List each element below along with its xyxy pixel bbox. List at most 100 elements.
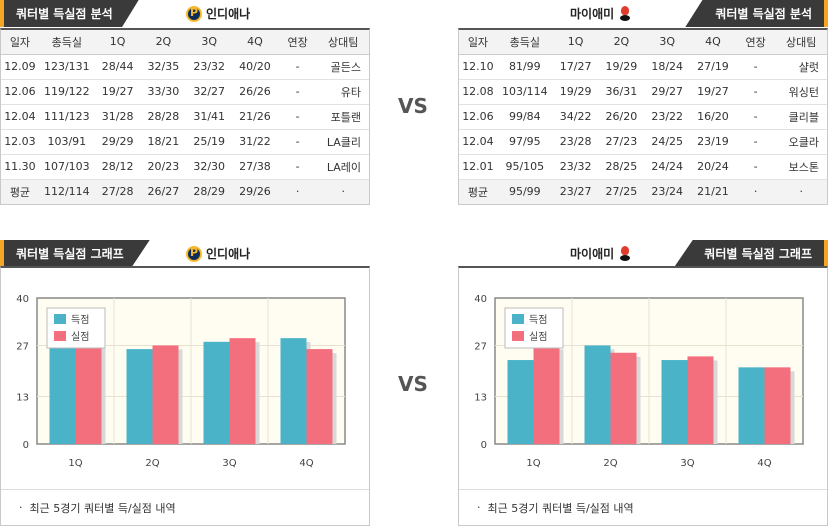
legend-swatch [54,331,66,341]
left-table-row: 12.03 103/91 29/29 18/21 25/19 31/22- LA클리 [1,129,369,155]
miami-logo-icon [618,5,632,22]
left-cell: 23/32 [186,54,233,80]
left-cell: 26/26 [232,79,278,105]
left-cell: 31/22 [232,129,278,155]
right-cell: 97/95 [496,129,553,155]
vs-label-top: VS [398,94,428,118]
right-cell: 28/25 [598,154,645,180]
right-cell: 26/20 [598,104,645,130]
left-cell: - [277,129,318,155]
right-cell: - [735,154,776,180]
x-tick-label: 4Q [299,458,313,469]
right-header-0: 일자 [459,30,497,55]
right-cell: - [735,79,776,105]
left-team-label: 인디애나 [186,0,250,27]
legend-swatch [512,331,524,341]
left-footnote: · 최근 5경기 쿼터별 득/실점 내역 [1,489,369,525]
right-team-label: 마이애미 [570,0,632,27]
left-cell: 12.06 [1,79,39,105]
left-avg-row: 평균 112/114 27/28 26/27 28/29 29/26 · · [1,179,369,204]
y-tick-label: 27 [474,341,487,352]
left-cell: 11.30 [1,154,39,180]
right-footnote: · 최근 5경기 쿼터별 득/실점 내역 [459,489,827,525]
left-table-row: 12.06 119/122 19/27 33/30 32/27 26/26- 유타 [1,79,369,105]
right-cell: 오클라 [775,129,827,155]
right-cell: 샬럿 [775,54,827,80]
right-cell: 12.10 [459,54,497,80]
y-tick-label: 13 [16,393,29,404]
bar-scored [49,345,76,444]
bar-allowed [687,356,714,444]
vs-label-bottom: VS [398,372,428,396]
left-cell: LA레이 [317,154,369,180]
x-tick-label: 4Q [757,458,771,469]
right-cell: 12.06 [459,104,497,130]
left-cell: 28/28 [140,104,187,130]
bar-allowed [152,345,179,444]
bar-allowed [75,341,102,444]
legend-swatch [512,314,524,324]
left-cell: - [277,54,318,80]
left-cell: 28/12 [94,154,141,180]
right-cell: 95/105 [496,154,553,180]
right-cell: 24/24 [644,154,691,180]
left-header-4: 3Q [186,30,233,55]
left-cell: 유타 [317,79,369,105]
right-graph-title: 쿼터별 득실점 그래프 [674,240,828,267]
right-cell: 평균 [459,179,497,204]
right-cell: 18/24 [644,54,691,80]
y-tick-label: 13 [474,393,487,404]
right-cell: 17/27 [552,54,599,80]
legend-label: 실점 [71,331,89,343]
left-cell: · [277,179,318,204]
bar-scored [280,338,307,444]
right-cell: 99/84 [496,104,553,130]
left-cell: 31/28 [94,104,141,130]
left-cell: - [277,79,318,105]
right-cell: 29/27 [644,79,691,105]
left-table-row: 12.04 111/123 31/28 28/28 31/41 21/26- 포틀랜 [1,104,369,130]
right-header-3: 2Q [598,30,645,55]
legend-label: 득점 [529,314,547,326]
left-cell: - [277,104,318,130]
left-header-0: 일자 [1,30,39,55]
left-header-2: 1Q [94,30,141,55]
bar-scored [738,367,765,444]
right-cell: 19/29 [598,54,645,80]
right-analysis-panel: 마이애미 쿼터별 득실점 분석 일자 총득실 1Q 2Q 3Q 4Q 연장 상대팀 12.10 8… [458,0,828,212]
left-chart-box: 0 13 27 40 1Q 2Q 3Q 4Q 득점 실점 · 최근 5경기 쿼터별 득/실점 내역 [0,266,370,526]
left-cell: 20/23 [140,154,187,180]
left-header-3: 2Q [140,30,187,55]
left-analysis-header: 쿼터별 득실점 분석 인디애나 [0,0,370,27]
right-chart-box: 0 13 27 40 1Q 2Q 3Q 4Q 득점 실점 · 최근 5경기 쿼터별 득/실점 내역 [458,266,828,526]
right-analysis-header: 마이애미 쿼터별 득실점 분석 [458,0,828,27]
right-analysis-title: 쿼터별 득실점 분석 [685,0,828,27]
left-cell: 28/29 [186,179,233,204]
left-graph-team-name: 인디애나 [206,247,251,261]
right-stats-table: 일자 총득실 1Q 2Q 3Q 4Q 연장 상대팀 12.10 81/99 17/27 19/29 18… [458,28,828,205]
right-cell: 보스톤 [775,154,827,180]
left-cell: 12.03 [1,129,39,155]
right-graph-team-label: 마이애미 [570,240,632,267]
right-cell: 103/114 [496,79,553,105]
right-cell: 19/27 [690,79,736,105]
y-tick-label: 40 [16,294,29,305]
right-table-row: 12.04 97/95 23/28 27/23 24/25 23/19- 오클라 [459,129,827,155]
left-cell: 32/35 [140,54,187,80]
left-cell: 32/27 [186,79,233,105]
right-cell: 21/21 [690,179,736,204]
indiana-logo-icon [186,5,202,22]
x-tick-label: 2Q [603,458,617,469]
right-cell: 20/24 [690,154,736,180]
left-header-6: 연장 [277,30,318,55]
left-header-7: 상대팀 [317,30,369,55]
bar-allowed [306,349,333,444]
left-header-1: 총득실 [38,30,95,55]
y-tick-label: 0 [23,440,29,451]
x-tick-label: 1Q [526,458,540,469]
left-cell: 평균 [1,179,39,204]
x-tick-label: 3Q [680,458,694,469]
right-cell: 81/99 [496,54,553,80]
